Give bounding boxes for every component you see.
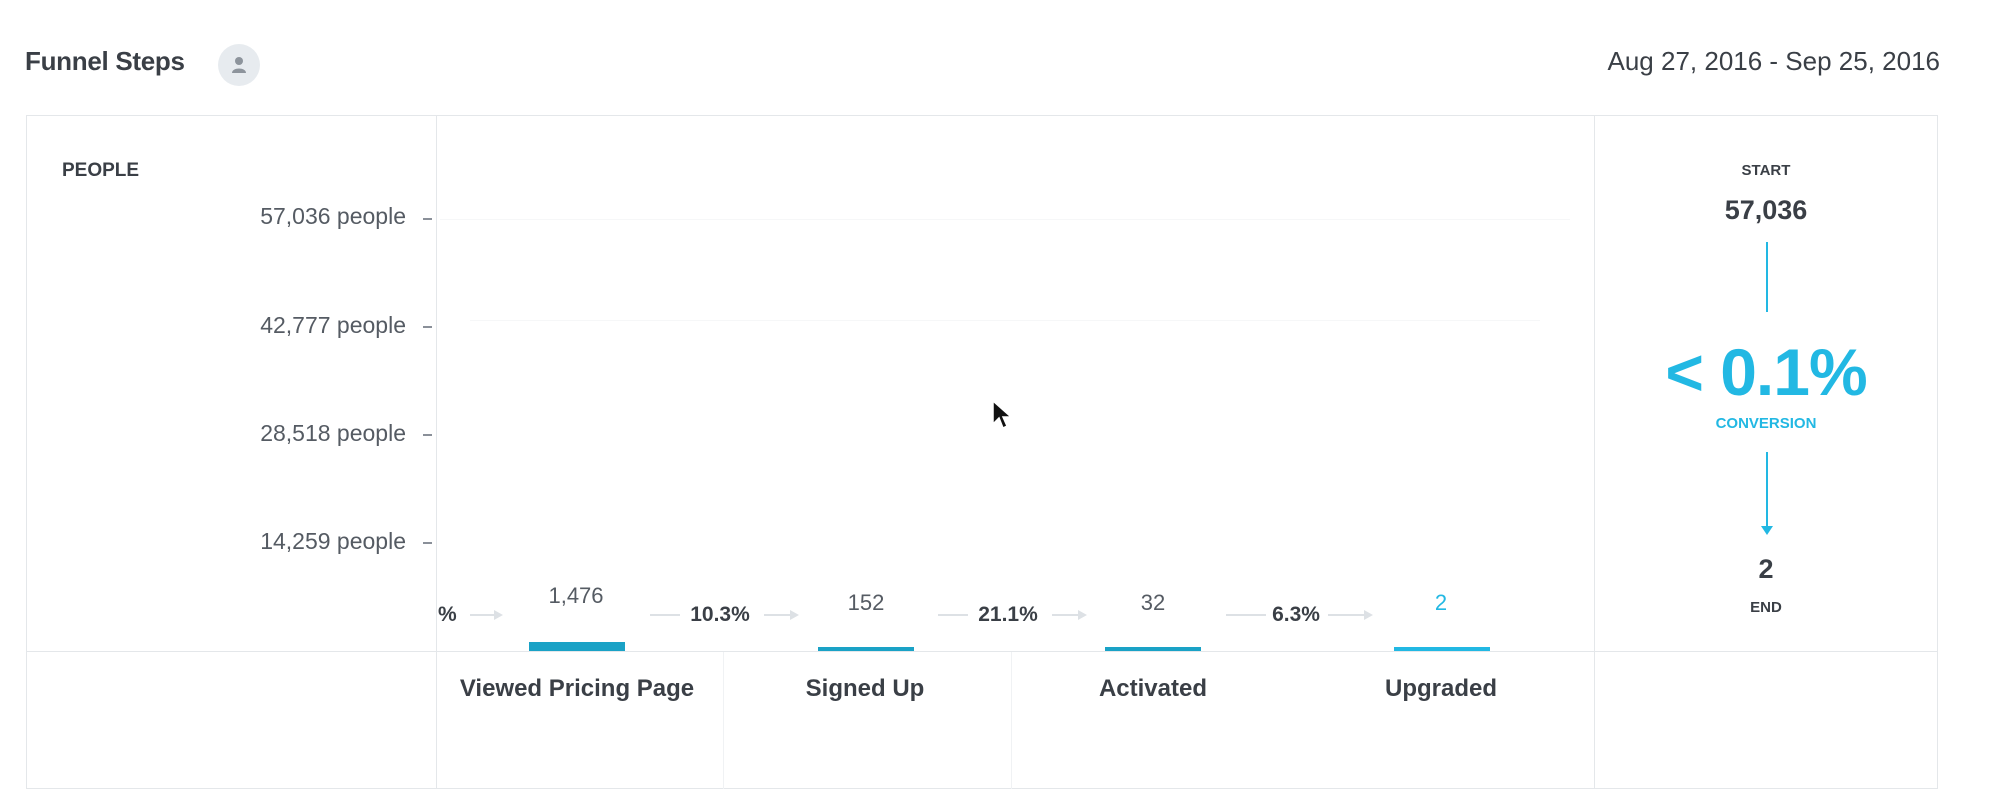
step-divider [1011, 652, 1012, 789]
step-label[interactable]: Viewed Pricing Page [459, 675, 695, 702]
arrow-line [938, 614, 968, 616]
arrow-line [650, 614, 680, 616]
step-label[interactable]: Activated [1098, 675, 1208, 702]
ytick-label: 14,259 people [260, 528, 406, 554]
arrow-down-icon [1761, 526, 1773, 535]
end-label: END [1750, 599, 1782, 616]
step-label[interactable]: Signed Up [805, 675, 925, 702]
panel-divider-right [1594, 115, 1595, 789]
arrow-line [1052, 614, 1078, 616]
arrow-line [764, 614, 790, 616]
step-count[interactable]: 1,476 [548, 583, 604, 608]
ytick-mark [423, 326, 432, 328]
arrow-head [1364, 610, 1373, 620]
yaxis-title: PEOPLE [62, 160, 140, 181]
step-divider [723, 652, 724, 789]
panel-divider-left [436, 115, 437, 789]
connector-line [1766, 242, 1768, 312]
step-label[interactable]: Upgraded [1384, 675, 1497, 702]
funnel-panel [26, 115, 1938, 789]
arrow-head [494, 610, 503, 620]
conversion-rate: 21.1% [978, 603, 1038, 626]
step-count[interactable]: 2 [1434, 590, 1448, 615]
step-bar[interactable] [1105, 647, 1201, 651]
conversion-label: CONVERSION [1715, 415, 1817, 432]
step-count[interactable]: 32 [1140, 590, 1166, 615]
ytick-mark [423, 218, 432, 220]
arrow-head [1078, 610, 1087, 620]
conversion-rate: 6.3% [1272, 603, 1320, 626]
step-bar[interactable] [529, 642, 625, 651]
arrow-line [1226, 614, 1266, 616]
arrow-line [1328, 614, 1364, 616]
gridline [440, 219, 1570, 220]
step-bar[interactable] [818, 647, 914, 651]
step-bar[interactable] [1394, 647, 1490, 651]
ytick-label: 57,036 people [260, 203, 406, 229]
date-range[interactable]: Aug 27, 2016 - Sep 25, 2016 [1607, 46, 1941, 76]
conversion-rate: 10.3% [690, 603, 750, 626]
ytick-mark [423, 542, 432, 544]
start-label: START [1741, 162, 1791, 179]
chart-baseline [26, 651, 1938, 652]
connector-line [1766, 452, 1768, 530]
gridline [470, 320, 1540, 321]
user-icon [232, 57, 246, 73]
conversion-rate-leading: % [438, 603, 457, 626]
arrow-line [470, 614, 494, 616]
arrow-head [790, 610, 799, 620]
user-icon-button[interactable] [218, 44, 260, 86]
ytick-label: 42,777 people [260, 312, 406, 338]
end-value: 2 [1758, 554, 1774, 584]
mouse-cursor-icon [992, 399, 1013, 430]
start-value: 57,036 [1724, 195, 1808, 225]
section-title: Funnel Steps [25, 46, 185, 76]
conversion-value: < 0.1% [1665, 335, 1867, 409]
ytick-label: 28,518 people [260, 420, 406, 446]
step-count[interactable]: 152 [847, 590, 885, 615]
ytick-mark [423, 434, 432, 436]
